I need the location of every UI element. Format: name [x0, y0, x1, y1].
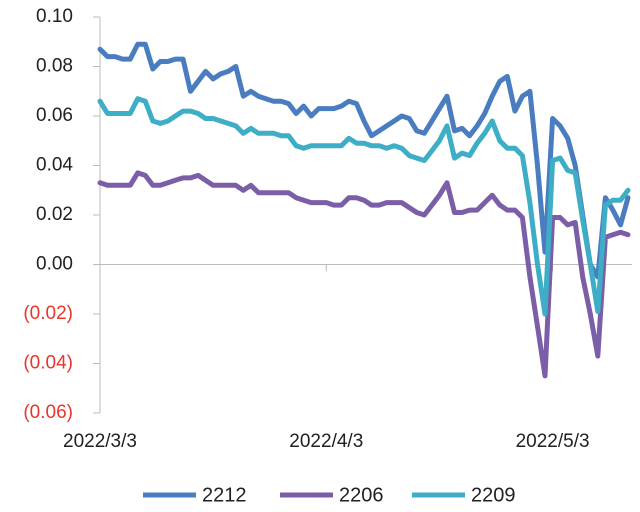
- legend-label: 2212: [202, 484, 247, 506]
- x-tick-label: 2022/3/3: [63, 431, 137, 452]
- x-tick-label: 2022/4/3: [289, 431, 363, 452]
- y-tick-label: 0.00: [36, 254, 73, 275]
- series-line: [97, 170, 631, 379]
- series-line: [97, 96, 631, 317]
- y-tick-label: (0.04): [23, 353, 73, 374]
- y-tick-label: 0.04: [36, 155, 73, 176]
- y-tick-label: 0.06: [36, 105, 73, 126]
- series-line: [97, 41, 631, 280]
- y-tick-label: 0.08: [36, 56, 73, 77]
- y-tick-label: 0.02: [36, 204, 73, 225]
- y-tick-label: 0.10: [36, 6, 73, 27]
- y-tick-label: (0.02): [23, 303, 73, 324]
- x-tick-label: 2022/5/3: [516, 431, 590, 452]
- legend-label: 2209: [471, 484, 516, 506]
- legend-label: 2206: [339, 484, 384, 506]
- y-tick-label: (0.06): [23, 402, 73, 423]
